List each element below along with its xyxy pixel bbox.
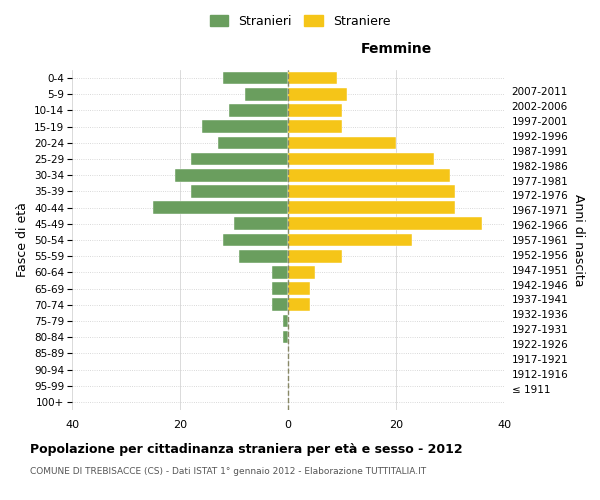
Bar [288, 120, 342, 133]
Bar [272, 282, 288, 295]
Bar [223, 72, 288, 85]
Bar [283, 314, 288, 328]
Bar [288, 266, 315, 278]
Bar [175, 169, 288, 181]
Bar [223, 234, 288, 246]
Legend: Stranieri, Straniere: Stranieri, Straniere [203, 8, 397, 34]
Bar [288, 298, 310, 311]
Bar [288, 202, 455, 214]
Bar [288, 104, 342, 117]
Bar [288, 234, 412, 246]
Y-axis label: Anni di nascita: Anni di nascita [572, 194, 585, 286]
Bar [245, 88, 288, 101]
Bar [288, 282, 310, 295]
Bar [288, 250, 342, 262]
Bar [288, 88, 347, 101]
Text: COMUNE DI TREBISACCE (CS) - Dati ISTAT 1° gennaio 2012 - Elaborazione TUTTITALIA: COMUNE DI TREBISACCE (CS) - Dati ISTAT 1… [30, 468, 426, 476]
Bar [288, 185, 455, 198]
Bar [229, 104, 288, 117]
Bar [153, 202, 288, 214]
Text: Femmine: Femmine [361, 42, 431, 56]
Bar [272, 266, 288, 278]
Bar [288, 169, 450, 181]
Bar [239, 250, 288, 262]
Bar [202, 120, 288, 133]
Bar [288, 218, 482, 230]
Y-axis label: Fasce di età: Fasce di età [16, 202, 29, 278]
Bar [218, 136, 288, 149]
Bar [288, 72, 337, 85]
Bar [191, 185, 288, 198]
Text: Popolazione per cittadinanza straniera per età e sesso - 2012: Popolazione per cittadinanza straniera p… [30, 442, 463, 456]
Bar [191, 152, 288, 166]
Bar [288, 136, 396, 149]
Bar [283, 331, 288, 344]
Bar [272, 298, 288, 311]
Bar [234, 218, 288, 230]
Bar [288, 152, 434, 166]
